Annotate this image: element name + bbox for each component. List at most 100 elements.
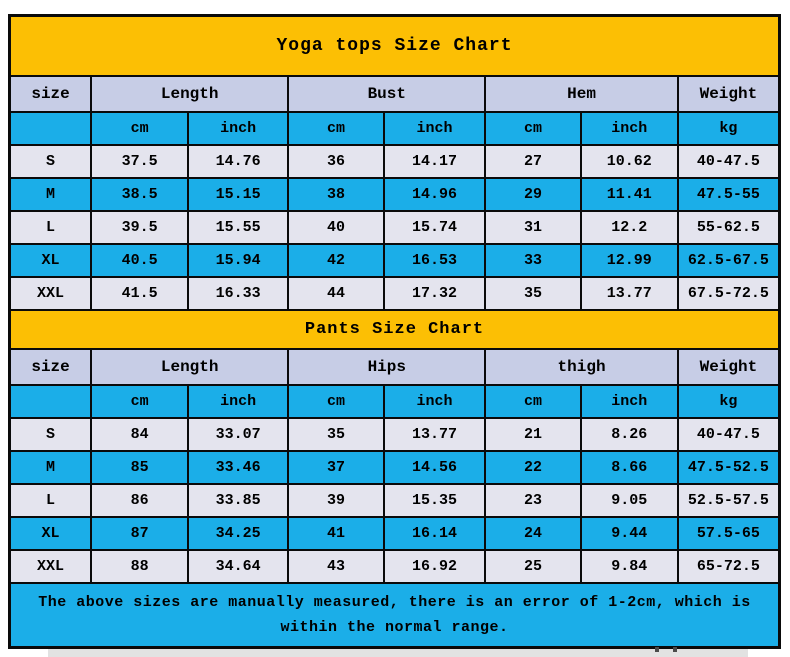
pants-header-size: size: [8, 348, 93, 386]
yoga-title-row: Yoga tops Size Chart: [8, 14, 781, 77]
cell: 14.76: [187, 144, 290, 179]
yoga-row-xl: XL 40.5 15.94 42 16.53 33 12.99 62.5-67.…: [8, 243, 781, 278]
cell: XL: [8, 243, 93, 278]
cell: 57.5-65: [676, 516, 781, 551]
unit-cell: [8, 384, 93, 419]
cell: 41: [287, 516, 385, 551]
cell: 41.5: [90, 276, 190, 311]
cell: 47.5-52.5: [676, 450, 781, 485]
yoga-group-header-row: size Length Bust Hem Weight: [8, 75, 781, 113]
cell: 55-62.5: [676, 210, 781, 245]
pants-units-row: cm inch cm inch cm inch kg: [8, 384, 781, 419]
cell: 11.41: [579, 177, 679, 212]
yoga-row-s: S 37.5 14.76 36 14.17 27 10.62 40-47.5: [8, 144, 781, 179]
cell: 8.26: [579, 417, 679, 452]
cell: 34.25: [187, 516, 290, 551]
cell: 52.5-57.5: [676, 483, 781, 518]
cell: 16.92: [382, 549, 487, 584]
cell: 35: [484, 276, 582, 311]
cell: XXL: [8, 549, 93, 584]
unit-cell: [8, 111, 93, 146]
cell: S: [8, 144, 93, 179]
unit-cell: cm: [484, 111, 582, 146]
cell: 43: [287, 549, 385, 584]
cell: 36: [287, 144, 385, 179]
unit-cell: inch: [187, 384, 290, 419]
unit-cell: inch: [382, 111, 487, 146]
measurement-note: The above sizes are manually measured, t…: [8, 582, 781, 649]
cell: 15.35: [382, 483, 487, 518]
pants-header-weight: Weight: [676, 348, 781, 386]
cell: 86: [90, 483, 190, 518]
cell: 33: [484, 243, 582, 278]
size-chart-table: Yoga tops Size Chart size Length Bust He…: [8, 14, 781, 649]
cell: 38: [287, 177, 385, 212]
cell: 15.94: [187, 243, 290, 278]
cell: 34.64: [187, 549, 290, 584]
cell: 35: [287, 417, 385, 452]
cell: 13.77: [579, 276, 679, 311]
cell: 67.5-72.5: [676, 276, 781, 311]
pants-row-xxl: XXL 88 34.64 43 16.92 25 9.84 65-72.5: [8, 549, 781, 584]
cell: 14.96: [382, 177, 487, 212]
cell: 25: [484, 549, 582, 584]
cell: 62.5-67.5: [676, 243, 781, 278]
cell: 14.56: [382, 450, 487, 485]
cell: 40-47.5: [676, 144, 781, 179]
cell: M: [8, 450, 93, 485]
cropped-text-mark: [673, 647, 677, 652]
cell: 21: [484, 417, 582, 452]
yoga-row-xxl: XXL 41.5 16.33 44 17.32 35 13.77 67.5-72…: [8, 276, 781, 311]
cell: 9.44: [579, 516, 679, 551]
cell: 8.66: [579, 450, 679, 485]
cell: M: [8, 177, 93, 212]
yoga-header-weight: Weight: [676, 75, 781, 113]
cell: XL: [8, 516, 93, 551]
pants-row-s: S 84 33.07 35 13.77 21 8.26 40-47.5: [8, 417, 781, 452]
unit-cell: inch: [579, 384, 679, 419]
cell: 42: [287, 243, 385, 278]
cell: 10.62: [579, 144, 679, 179]
unit-cell: cm: [484, 384, 582, 419]
cell: 37: [287, 450, 385, 485]
pants-group-header-row: size Length Hips thigh Weight: [8, 348, 781, 386]
cell: 16.53: [382, 243, 487, 278]
pants-chart-title: Pants Size Chart: [8, 309, 781, 350]
cell: 65-72.5: [676, 549, 781, 584]
unit-cell: inch: [187, 111, 290, 146]
cell: L: [8, 210, 93, 245]
cropped-text-mark: [655, 647, 659, 652]
cell: 39: [287, 483, 385, 518]
cell: 44: [287, 276, 385, 311]
cell: 85: [90, 450, 190, 485]
pants-header-length: Length: [90, 348, 290, 386]
cell: 15.15: [187, 177, 290, 212]
yoga-header-size: size: [8, 75, 93, 113]
unit-cell: kg: [676, 384, 781, 419]
cell: 14.17: [382, 144, 487, 179]
cell: 84: [90, 417, 190, 452]
cropped-bottom-strip: [48, 649, 748, 657]
footer-note-row: The above sizes are manually measured, t…: [8, 582, 781, 649]
cell: 40.5: [90, 243, 190, 278]
cell: 40-47.5: [676, 417, 781, 452]
cell: 37.5: [90, 144, 190, 179]
pants-title-row: Pants Size Chart: [8, 309, 781, 350]
cell: 33.85: [187, 483, 290, 518]
pants-row-l: L 86 33.85 39 15.35 23 9.05 52.5-57.5: [8, 483, 781, 518]
cell: 33.46: [187, 450, 290, 485]
pants-header-thigh: thigh: [484, 348, 679, 386]
unit-cell: cm: [287, 111, 385, 146]
unit-cell: cm: [90, 384, 190, 419]
yoga-row-l: L 39.5 15.55 40 15.74 31 12.2 55-62.5: [8, 210, 781, 245]
unit-cell: inch: [579, 111, 679, 146]
cell: 39.5: [90, 210, 190, 245]
yoga-header-hem: Hem: [484, 75, 679, 113]
cell: 88: [90, 549, 190, 584]
cell: 9.05: [579, 483, 679, 518]
cell: 87: [90, 516, 190, 551]
unit-cell: kg: [676, 111, 781, 146]
pants-row-xl: XL 87 34.25 41 16.14 24 9.44 57.5-65: [8, 516, 781, 551]
cell: L: [8, 483, 93, 518]
cell: 27: [484, 144, 582, 179]
